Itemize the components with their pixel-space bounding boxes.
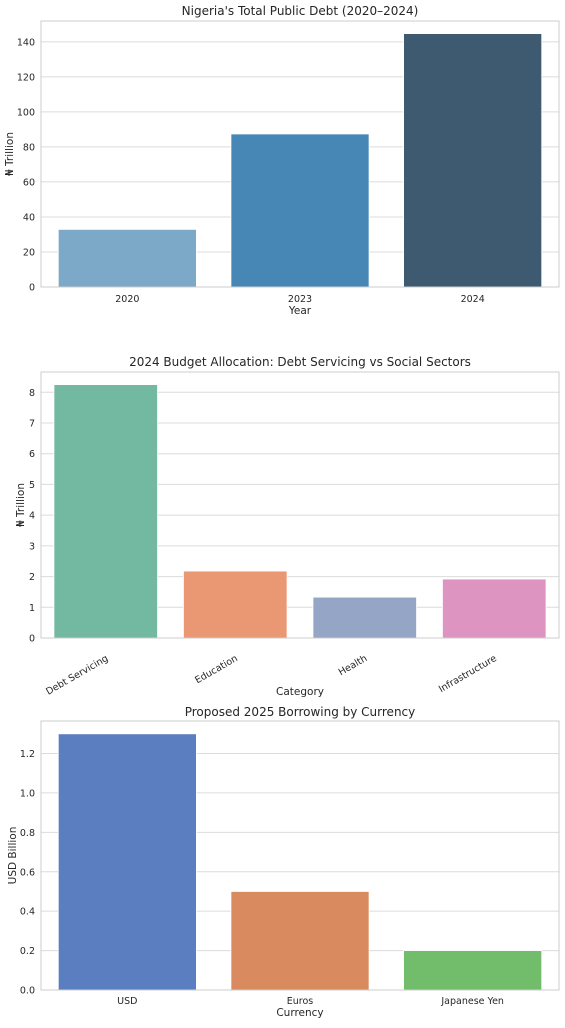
x-tick-label: Japanese Yen [440,996,504,1007]
x-tick-label: Education [193,653,239,686]
y-tick-label: 20 [23,247,35,258]
x-tick-label: 2023 [288,294,312,305]
y-tick-label: 1.2 [20,749,35,760]
y-tick-label: 0.4 [20,907,35,918]
x-tick-label: 2024 [461,294,485,305]
y-tick-label: 5 [29,480,35,491]
y-axis-label: ₦ Trillion [4,132,16,176]
y-tick-label: 4 [29,511,35,522]
x-tick-label: Debt Servicing [44,653,110,697]
x-tick-label: Infrastructure [437,653,499,695]
y-axis-label: ₦ Trillion [15,483,27,527]
chart-title: 2024 Budget Allocation: Debt Servicing v… [129,355,471,369]
chart-1: 0 20 40 60 80 100 120 140 2020 2023 2024 Nigeria's … [4,4,560,317]
y-tick-label: 3 [29,541,35,552]
chart-title: Nigeria's Total Public Debt (2020–2024) [182,4,419,18]
bar-health [312,596,417,639]
bar-2023 [230,133,370,288]
x-tick-label: Health [337,653,370,678]
y-tick-label: 1.0 [20,788,35,799]
plot-frame [40,720,560,991]
bar-education [183,570,288,639]
plot-frame [40,371,560,639]
y-tick-label: 8 [29,388,35,399]
bar-infrastructure [442,578,547,639]
y-tick-label: 7 [29,418,35,429]
bar-euros [230,891,370,991]
x-axis-label: Currency [276,1007,323,1019]
x-axis-label: Year [288,305,312,317]
y-tick-label: 80 [23,142,35,153]
y-tick-label: 140 [17,37,35,48]
y-tick-label: 0.2 [20,946,35,957]
bar-debt-servicing [53,384,158,639]
chart-title: Proposed 2025 Borrowing by Currency [185,705,416,719]
y-tick-label: 120 [17,72,35,83]
y-tick-label: 1 [29,603,35,614]
plot-frame [40,20,560,288]
chart-3: 0.0 0.2 0.4 0.6 0.8 1.0 1.2 USD Euros Japanese Ye… [7,705,560,1019]
x-axis-label: Category [276,686,324,698]
bar-japanese-yen [403,950,543,991]
bar-2024 [403,33,543,288]
y-tick-label: 2 [29,572,35,583]
y-tick-label: 6 [29,449,35,460]
x-tick-label: USD [117,996,137,1007]
chart-2: 0 1 2 3 4 5 6 7 8 Debt Servicing Education Health In… [15,355,560,698]
y-tick-label: 0.6 [20,867,35,878]
bar-2020 [57,228,197,288]
y-tick-label: 0.0 [20,986,35,997]
y-axis-label: USD Billion [7,827,19,885]
y-tick-label: 0 [29,283,35,294]
y-tick-label: 0 [29,634,35,645]
x-tick-label: 2020 [115,294,139,305]
y-tick-label: 100 [17,107,35,118]
y-tick-label: 0.8 [20,828,35,839]
y-tick-label: 60 [23,177,35,188]
bar-usd [57,733,197,991]
y-tick-label: 40 [23,212,35,223]
x-tick-label: Euros [287,996,314,1007]
